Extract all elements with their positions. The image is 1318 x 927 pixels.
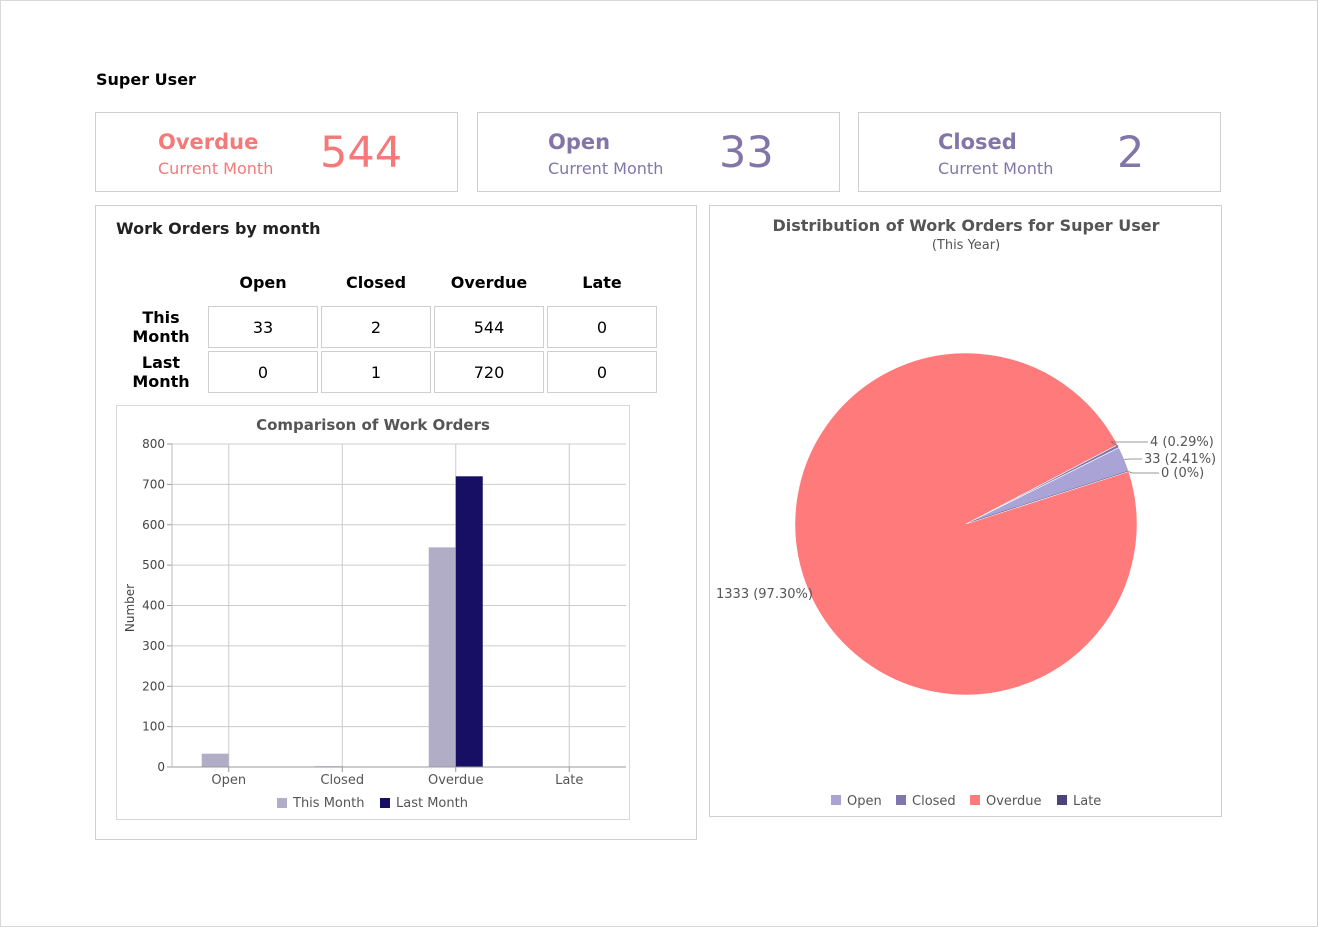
y-tick-label: 700 — [142, 477, 165, 491]
legend-swatch-last-month — [380, 798, 390, 808]
table-row: Last Month 0 1 720 0 — [117, 351, 657, 393]
y-tick-label: 200 — [142, 679, 165, 693]
pie-chart-subtitle: (This Year) — [932, 238, 1000, 253]
overdue-kpi-label: Overdue — [158, 130, 259, 154]
overdue-kpi-card: Overdue Current Month 544 — [95, 112, 458, 192]
open-kpi-label: Open — [548, 130, 611, 154]
open-kpi-value: 33 — [719, 128, 774, 178]
overdue-kpi-sublabel: Current Month — [158, 159, 274, 178]
legend-swatch-this-month — [277, 798, 287, 808]
bar-chart-y-axis-label: Number — [123, 584, 137, 632]
pie-slices — [794, 352, 1138, 696]
bar-this-month — [201, 753, 229, 767]
pie-data-label-closed: 4 (0.29%) — [1150, 435, 1214, 450]
open-kpi-card: Open Current Month 33 — [477, 112, 840, 192]
overdue-kpi-value: 544 — [320, 128, 403, 178]
x-tick-label: Overdue — [428, 773, 484, 788]
closed-kpi-label: Closed — [938, 130, 1017, 154]
legend-swatch-closed — [896, 795, 906, 805]
row-header-line: This — [142, 308, 180, 327]
table-row: This Month 33 2 544 0 — [117, 306, 657, 348]
legend-label-overdue: Overdue — [986, 794, 1042, 809]
column-header: Overdue — [450, 272, 528, 292]
row-header: This Month — [117, 306, 205, 348]
comparison-chart-panel: Comparison of Work Orders Number 0 100 200… — [116, 405, 630, 820]
y-tick-label: 500 — [142, 558, 165, 572]
work-orders-table: Open Closed Overdue Late This Month 33 2 … — [114, 258, 660, 396]
legend-label-last-month: Last Month — [396, 796, 468, 811]
table-cell: 1 — [321, 351, 431, 393]
y-tick-label: 800 — [142, 437, 165, 451]
table-cell: 720 — [434, 351, 544, 393]
pie-data-label-late: 0 (0%) — [1161, 466, 1204, 481]
work-orders-panel-title: Work Orders by month — [116, 219, 321, 238]
bar-this-month — [428, 547, 456, 767]
work-orders-panel: Work Orders by month Open Closed Overdue… — [95, 205, 697, 840]
legend-swatch-open — [831, 795, 841, 805]
legend-label-closed: Closed — [912, 794, 956, 809]
comparison-bar-chart: Comparison of Work Orders Number 0 100 200… — [123, 416, 626, 811]
legend-label-late: Late — [1073, 794, 1101, 809]
pie-labels: 4 (0.29%) 33 (2.41%)0 (0%) 1333 (97.30%) — [716, 435, 1216, 602]
column-header: Closed — [345, 272, 407, 292]
bar-chart-ticks: 0 100 200 300 400 500 600 700 800 Open Closed Overd… — [142, 437, 626, 788]
bar-last-month — [455, 476, 483, 767]
y-tick-label: 0 — [157, 760, 165, 774]
y-tick-label: 300 — [142, 639, 165, 653]
table-cell: 0 — [547, 351, 657, 393]
legend-label-open: Open — [847, 794, 882, 809]
bar-chart-grid — [172, 443, 626, 768]
row-header-line: Month — [132, 372, 190, 391]
column-header: Open — [239, 272, 287, 292]
x-tick-label: Late — [555, 773, 583, 788]
legend-swatch-late — [1057, 795, 1067, 805]
y-tick-label: 400 — [142, 599, 165, 613]
table-cell: 2 — [321, 306, 431, 348]
pie-label-leader — [1109, 441, 1148, 447]
table-cell: 0 — [208, 351, 318, 393]
closed-kpi-card: Closed Current Month 2 — [858, 112, 1221, 192]
closed-kpi-sublabel: Current Month — [938, 159, 1054, 178]
table-cell: 0 — [547, 306, 657, 348]
row-header: Last Month — [117, 351, 205, 393]
bar-chart-title: Comparison of Work Orders — [256, 416, 490, 434]
open-kpi-sublabel: Current Month — [548, 159, 664, 178]
legend-swatch-overdue — [970, 795, 980, 805]
table-corner — [117, 261, 205, 303]
y-tick-label: 100 — [142, 720, 165, 734]
table-header-row: Open Closed Overdue Late — [117, 261, 657, 303]
distribution-pie-chart: Distribution of Work Orders for Super Us… — [716, 216, 1216, 809]
bar-chart-bars — [201, 476, 483, 767]
x-tick-label: Closed — [320, 773, 364, 788]
y-tick-label: 600 — [142, 518, 165, 532]
bar-chart-legend: This Month Last Month — [277, 796, 468, 811]
closed-kpi-value: 2 — [1117, 128, 1145, 178]
distribution-panel: Distribution of Work Orders for Super Us… — [709, 205, 1222, 817]
pie-chart-legend: Open Closed Overdue Late — [831, 794, 1101, 809]
pie-chart-title: Distribution of Work Orders for Super Us… — [772, 216, 1159, 235]
pie-slice-overdue — [794, 352, 1138, 696]
column-header: Late — [582, 272, 622, 292]
row-header-line: Last — [141, 353, 181, 372]
table-cell: 33 — [208, 306, 318, 348]
pie-data-label-overdue: 1333 (97.30%) — [716, 587, 813, 602]
page-title: Super User — [96, 70, 196, 89]
row-header-line: Month — [132, 327, 190, 346]
legend-label-this-month: This Month — [292, 796, 364, 811]
x-tick-label: Open — [211, 773, 246, 788]
pie-label-leader — [1128, 471, 1159, 474]
pie-data-label-open: 33 (2.41%) — [1144, 452, 1216, 467]
table-cell: 544 — [434, 306, 544, 348]
